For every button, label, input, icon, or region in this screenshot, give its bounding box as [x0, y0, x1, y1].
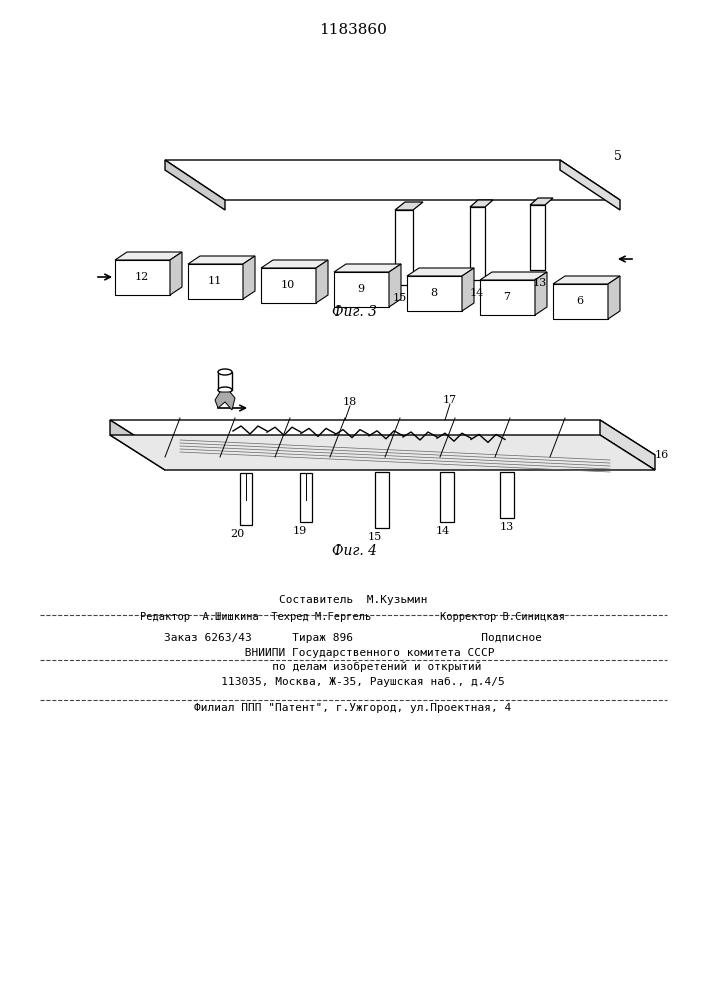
Polygon shape [261, 260, 328, 268]
Polygon shape [608, 276, 620, 319]
Polygon shape [530, 205, 545, 270]
Text: Фиг. 3: Фиг. 3 [332, 305, 378, 319]
Polygon shape [407, 268, 474, 276]
Polygon shape [395, 202, 423, 210]
Text: 18: 18 [343, 397, 357, 407]
Text: 13: 13 [500, 522, 514, 532]
Polygon shape [188, 256, 255, 264]
Polygon shape [115, 252, 182, 260]
Text: 11: 11 [208, 276, 222, 286]
Polygon shape [188, 264, 243, 299]
Text: Заказ 6263/43      Тираж 896                   Подписное: Заказ 6263/43 Тираж 896 Подписное [164, 633, 542, 643]
Text: 6: 6 [576, 296, 583, 306]
Text: ВНИИПИ Государственного комитета СССР: ВНИИПИ Государственного комитета СССР [211, 648, 495, 658]
Text: 15: 15 [393, 293, 407, 303]
Text: 17: 17 [443, 395, 457, 405]
Text: 13: 13 [533, 278, 547, 288]
Text: 14: 14 [470, 288, 484, 298]
Text: 20: 20 [230, 529, 244, 539]
Text: Филиал ППП "Патент", г.Ужгород, ул.Проектная, 4: Филиал ППП "Патент", г.Ужгород, ул.Проек… [194, 703, 512, 713]
Polygon shape [462, 268, 474, 311]
Text: 1183860: 1183860 [319, 23, 387, 37]
Text: 19: 19 [293, 526, 307, 536]
Text: 113035, Москва, Ж-35, Раушская наб., д.4/5: 113035, Москва, Ж-35, Раушская наб., д.4… [201, 677, 505, 687]
Polygon shape [500, 472, 514, 518]
Polygon shape [261, 268, 316, 303]
Text: Редактор  А.Шишкина  Техред М.Гергель           Корректор В.Синицкая: Редактор А.Шишкина Техред М.Гергель Корр… [141, 612, 566, 622]
Polygon shape [395, 210, 413, 285]
Ellipse shape [218, 369, 232, 375]
Text: 7: 7 [503, 292, 510, 302]
Polygon shape [530, 198, 553, 205]
Polygon shape [375, 472, 389, 528]
Text: 16: 16 [655, 450, 670, 460]
Polygon shape [553, 284, 608, 319]
Polygon shape [243, 256, 255, 299]
Polygon shape [300, 473, 312, 522]
Polygon shape [110, 420, 655, 455]
Text: 15: 15 [368, 532, 382, 542]
Polygon shape [389, 264, 401, 307]
Polygon shape [440, 472, 454, 522]
Ellipse shape [218, 387, 232, 393]
Text: 10: 10 [281, 280, 295, 290]
Polygon shape [535, 272, 547, 315]
Polygon shape [215, 392, 235, 410]
Polygon shape [480, 280, 535, 315]
Polygon shape [600, 420, 655, 470]
Polygon shape [470, 200, 493, 207]
Polygon shape [553, 276, 620, 284]
Text: 12: 12 [135, 272, 149, 282]
Text: Составитель  М.Кузьмин: Составитель М.Кузьмин [279, 595, 427, 605]
Polygon shape [115, 260, 170, 295]
Polygon shape [165, 160, 225, 210]
Polygon shape [110, 420, 165, 470]
Polygon shape [470, 207, 485, 280]
Bar [218, 372, 232, 390]
Polygon shape [480, 272, 547, 280]
Polygon shape [316, 260, 328, 303]
Text: 8: 8 [431, 288, 438, 298]
Text: 14: 14 [436, 526, 450, 536]
Text: 5: 5 [614, 150, 622, 163]
Polygon shape [170, 252, 182, 295]
Polygon shape [334, 264, 401, 272]
Text: Фиг. 4: Фиг. 4 [332, 544, 378, 558]
Text: по делам изобретений и открытий: по делам изобретений и открытий [225, 662, 481, 672]
Polygon shape [334, 272, 389, 307]
Polygon shape [240, 473, 252, 525]
Polygon shape [407, 276, 462, 311]
Text: 9: 9 [358, 284, 365, 294]
Polygon shape [110, 435, 655, 470]
Polygon shape [560, 160, 620, 210]
Polygon shape [165, 160, 620, 200]
